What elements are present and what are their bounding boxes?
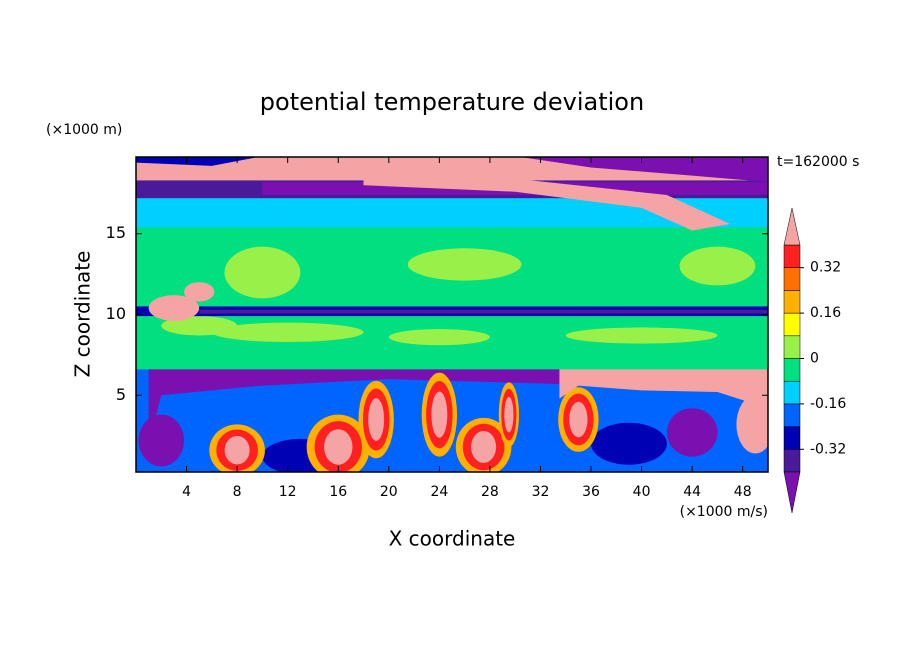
- colorbar-tick-label: -0.32: [810, 441, 846, 457]
- x-tick-label: 44: [683, 484, 701, 500]
- contour-region: [224, 246, 301, 299]
- x-unit: (×1000 m/s): [680, 504, 768, 520]
- contour-region: [559, 369, 768, 409]
- x-tick-label: 16: [329, 484, 347, 500]
- colorbar-band: [783, 335, 801, 359]
- colorbar-band: [783, 290, 801, 314]
- colorbar-band: [783, 312, 801, 337]
- x-tick-label: 36: [582, 484, 600, 500]
- contour-region: [591, 422, 667, 465]
- y-tick-label: 10: [106, 304, 126, 323]
- colorbar-extend-high: [783, 207, 801, 246]
- y-tick-label: 15: [106, 223, 126, 242]
- contour-region: [666, 408, 718, 457]
- x-tick-label: 8: [233, 484, 242, 500]
- time-label: t=162000 s: [777, 154, 859, 170]
- contour-region: [363, 175, 731, 231]
- contour-region: [148, 369, 560, 444]
- x-tick-label: 12: [279, 484, 297, 500]
- colorbar-band: [783, 380, 801, 405]
- contour-region: [388, 329, 490, 346]
- contour-region: [565, 327, 718, 344]
- contour-region: [736, 395, 768, 454]
- colorbar-band: [783, 426, 801, 450]
- x-tick-label: 4: [182, 484, 191, 500]
- contour-region: [431, 391, 448, 438]
- x-axis-label: X coordinate: [389, 527, 516, 551]
- contour-region: [184, 282, 215, 302]
- colorbar-band: [783, 449, 801, 473]
- contour-region: [679, 246, 756, 286]
- x-tick-label: 20: [380, 484, 398, 500]
- contour-region: [504, 396, 514, 433]
- chart-title: potential temperature deviation: [260, 88, 644, 116]
- colorbar-tick-label: -0.16: [810, 396, 846, 412]
- colorbar-band: [783, 267, 801, 291]
- contour-region: [324, 429, 353, 465]
- x-tick-label: 48: [734, 484, 752, 500]
- contour-region: [520, 157, 768, 183]
- contour-region: [138, 414, 185, 467]
- contour-region: [224, 435, 250, 465]
- contour-region: [407, 248, 522, 281]
- colorbar-band: [783, 244, 801, 268]
- contour-region: [211, 322, 364, 342]
- contour-region: [148, 295, 200, 321]
- y-unit: (×1000 m): [46, 122, 122, 138]
- x-tick-label: 32: [532, 484, 550, 500]
- contour-region: [161, 316, 238, 336]
- colorbar-extend-low: [783, 471, 801, 514]
- colorbar-band: [783, 358, 801, 382]
- contour-region: [199, 309, 768, 314]
- y-axis-label: Z coordinate: [71, 251, 95, 378]
- x-tick-label: 24: [430, 484, 448, 500]
- colorbar-tick-label: 0.32: [810, 260, 841, 276]
- contour-field: [136, 157, 768, 472]
- contour-region: [569, 401, 588, 438]
- contour-region: [471, 430, 497, 463]
- x-tick-label: 40: [633, 484, 651, 500]
- colorbar-tick-label: 0: [810, 351, 819, 367]
- contour-region: [136, 157, 259, 166]
- colorbar-band: [783, 403, 801, 427]
- x-tick-label: 28: [481, 484, 499, 500]
- contour-region: [368, 398, 385, 441]
- y-tick-label: 5: [116, 385, 126, 404]
- colorbar-tick-label: 0.16: [810, 305, 841, 321]
